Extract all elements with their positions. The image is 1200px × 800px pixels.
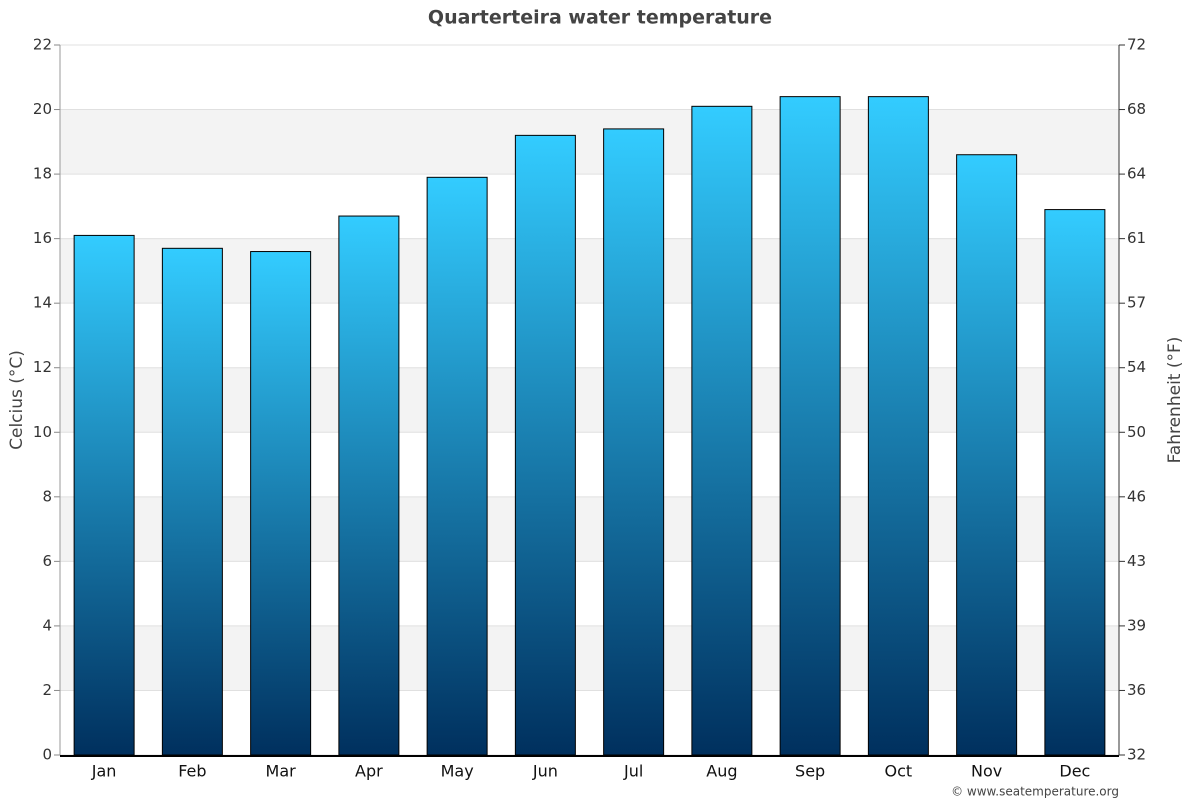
- x-tick-label: May: [441, 762, 474, 781]
- y2-tick-label: 72: [1127, 36, 1146, 54]
- bands: [60, 109, 1119, 691]
- y-tick-label: 2: [42, 681, 52, 699]
- grid-band: [60, 367, 1119, 433]
- chart-title: Quarterteira water temperature: [428, 7, 772, 29]
- y-tick-label: 6: [42, 552, 52, 570]
- bar: [956, 154, 1018, 756]
- x-tick-label: Aug: [706, 762, 737, 781]
- y-tick-label: 22: [33, 36, 52, 54]
- bar: [603, 128, 665, 756]
- y-tick-label: 4: [42, 616, 52, 634]
- x-tick-label: Mar: [266, 762, 297, 781]
- y2-tick-label: 61: [1127, 229, 1146, 247]
- x-tick-label: Apr: [355, 762, 383, 781]
- y-tick-label: 18: [33, 165, 52, 183]
- grid-band: [60, 496, 1119, 562]
- y2-tick-label: 39: [1127, 616, 1146, 634]
- y-tick-label: 12: [33, 358, 52, 376]
- y-tick-label: 16: [33, 229, 52, 247]
- y2-tick-label: 36: [1127, 681, 1146, 699]
- bar: [1044, 209, 1106, 756]
- x-tick-label: Jul: [623, 762, 643, 781]
- grid-band: [60, 238, 1119, 304]
- y-tick-label: 10: [33, 423, 52, 441]
- bar: [73, 234, 135, 756]
- y2-tick-label: 32: [1127, 746, 1146, 764]
- bar: [691, 105, 753, 756]
- bar: [250, 251, 312, 756]
- bar: [514, 134, 576, 756]
- x-tick-label: Dec: [1059, 762, 1090, 781]
- bar: [779, 96, 841, 756]
- y2-tick-label: 43: [1127, 552, 1146, 570]
- x-tick-label: Sep: [795, 762, 825, 781]
- credit: © www.seatemperature.org: [951, 785, 1119, 799]
- y2-tick-label: 50: [1127, 423, 1146, 441]
- x-tick-label: Jun: [532, 762, 558, 781]
- y2-axis-title: Fahrenheit (°F): [1165, 337, 1185, 464]
- y2-tick-label: 46: [1127, 487, 1146, 505]
- x-tick-label: Oct: [885, 762, 913, 781]
- y2-tick-label: 54: [1127, 358, 1146, 376]
- bar: [161, 247, 223, 756]
- x-tick-label: Jan: [91, 762, 117, 781]
- y2-tick-label: 64: [1127, 165, 1146, 183]
- bar: [867, 96, 929, 756]
- y-tick-label: 20: [33, 100, 52, 118]
- y-tick-label: 14: [33, 294, 52, 312]
- y-axis-title: Celcius (°C): [7, 350, 27, 450]
- grid-band: [60, 109, 1119, 175]
- y2-tick-label: 68: [1127, 100, 1146, 118]
- y-tick-label: 0: [42, 746, 52, 764]
- bar: [338, 215, 400, 756]
- grid-band: [60, 625, 1119, 691]
- x-tick-label: Feb: [178, 762, 206, 781]
- x-tick-label: Nov: [971, 762, 1002, 781]
- y2-tick-label: 57: [1127, 294, 1146, 312]
- y-tick-label: 8: [42, 487, 52, 505]
- bar: [426, 176, 488, 756]
